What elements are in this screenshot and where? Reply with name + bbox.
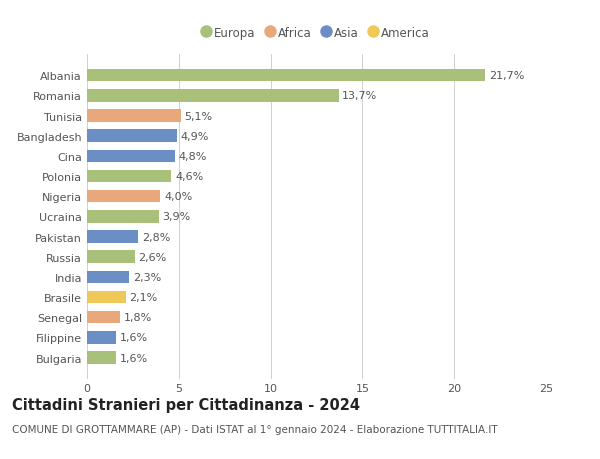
Text: 2,1%: 2,1%	[129, 292, 157, 302]
Bar	[87, 170, 172, 183]
Text: 1,6%: 1,6%	[120, 353, 148, 363]
Text: 5,1%: 5,1%	[184, 111, 212, 121]
Bar	[87, 251, 135, 263]
Bar	[87, 150, 175, 163]
Bar	[87, 271, 129, 284]
Bar	[87, 352, 116, 364]
Bar	[87, 190, 160, 203]
Text: 4,0%: 4,0%	[164, 192, 193, 202]
Text: 1,8%: 1,8%	[124, 313, 152, 323]
Bar	[87, 331, 116, 344]
Bar	[87, 110, 181, 123]
Text: 21,7%: 21,7%	[489, 71, 524, 81]
Text: 13,7%: 13,7%	[342, 91, 377, 101]
Text: 2,6%: 2,6%	[139, 252, 167, 262]
Text: 2,3%: 2,3%	[133, 272, 161, 282]
Text: 2,8%: 2,8%	[142, 232, 170, 242]
Text: 4,6%: 4,6%	[175, 172, 203, 182]
Text: COMUNE DI GROTTAMMARE (AP) - Dati ISTAT al 1° gennaio 2024 - Elaborazione TUTTIT: COMUNE DI GROTTAMMARE (AP) - Dati ISTAT …	[12, 425, 497, 435]
Text: 4,8%: 4,8%	[179, 151, 207, 162]
Text: 1,6%: 1,6%	[120, 333, 148, 342]
Bar	[87, 311, 120, 324]
Bar	[87, 211, 158, 223]
Bar	[87, 70, 485, 82]
Text: Cittadini Stranieri per Cittadinanza - 2024: Cittadini Stranieri per Cittadinanza - 2…	[12, 397, 360, 412]
Legend: Europa, Africa, Asia, America: Europa, Africa, Asia, America	[199, 22, 434, 45]
Bar	[87, 291, 125, 303]
Text: 4,9%: 4,9%	[181, 131, 209, 141]
Text: 3,9%: 3,9%	[162, 212, 191, 222]
Bar	[87, 130, 177, 143]
Bar	[87, 90, 338, 102]
Bar	[87, 231, 139, 243]
